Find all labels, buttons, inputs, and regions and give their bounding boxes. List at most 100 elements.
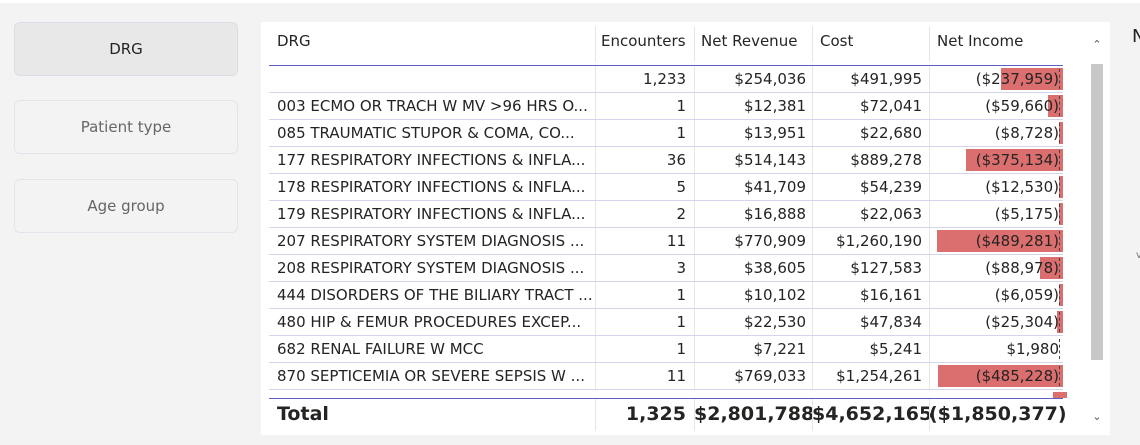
net-income-cell: ($489,281)	[929, 228, 1063, 254]
data-bar-axis	[1059, 204, 1061, 224]
net-income-value: $1,980	[1006, 340, 1060, 358]
table-row[interactable]: 682 RENAL FAILURE W MCC 1 $7,221 $5,241 $1,9…	[269, 336, 1063, 363]
column-divider	[694, 336, 695, 362]
negative-data-bar	[1040, 257, 1063, 279]
negative-data-bar	[937, 230, 1063, 252]
net-income-value: ($375,134)	[975, 151, 1059, 169]
drg-cell: 444 DISORDERS OF THE BILIARY TRACT ...	[277, 286, 592, 304]
table-row[interactable]: 444 DISORDERS OF THE BILIARY TRACT ... 1 $…	[269, 282, 1063, 309]
column-divider	[812, 201, 813, 227]
column-divider	[929, 174, 930, 200]
vertical-scrollbar[interactable]: ⌃ ⌄	[1088, 32, 1106, 427]
table-row[interactable]: 178 RESPIRATORY INFECTIONS & INFLA... 5 $4…	[269, 174, 1063, 201]
net-revenue-cell: $16,888	[743, 205, 806, 223]
table-row[interactable]: 1,233 $254,036 $491,995 ($237,959)	[269, 66, 1063, 93]
total-net-income: ($1,850,377)	[929, 403, 1067, 425]
table-row[interactable]: 085 TRAUMATIC STUPOR & COMA, CO... 1 $13,9…	[269, 120, 1063, 147]
negative-data-bar	[1059, 203, 1063, 225]
column-divider	[595, 120, 596, 146]
net-income-cell: ($59,660)	[929, 93, 1063, 119]
header-divider	[694, 26, 695, 62]
column-divider	[812, 120, 813, 146]
column-divider	[812, 66, 813, 92]
column-divider	[694, 120, 695, 146]
slicer-patient-type[interactable]: Patient type	[14, 100, 238, 154]
table-row[interactable]: 003 ECMO OR TRACH W MV >96 HRS O... 1 $12,…	[269, 93, 1063, 120]
net-income-value: ($485,228)	[975, 367, 1059, 385]
net-income-cell: ($6,059)	[929, 282, 1063, 308]
cost-cell: $16,161	[859, 286, 922, 304]
chevron-up-icon[interactable]: ⌃	[1092, 38, 1102, 51]
clipped-edge-mark: v	[1136, 250, 1140, 261]
header-divider	[812, 26, 813, 62]
column-divider	[694, 228, 695, 254]
column-divider	[812, 174, 813, 200]
table-row[interactable]: 179 RESPIRATORY INFECTIONS & INFLA... 2 $1…	[269, 201, 1063, 228]
data-bar-axis	[1059, 96, 1061, 116]
header-net-income[interactable]: Net Income	[937, 32, 1024, 50]
header-encounters[interactable]: Encounters	[601, 32, 686, 50]
column-divider	[595, 93, 596, 119]
header-drg[interactable]: DRG	[277, 32, 311, 50]
column-divider	[929, 120, 930, 146]
data-bar-axis	[1059, 258, 1061, 278]
column-divider	[929, 228, 930, 254]
top-strip	[0, 0, 1140, 3]
column-divider	[929, 309, 930, 335]
total-divider	[595, 399, 596, 431]
negative-data-bar	[1057, 311, 1063, 333]
cost-cell: $47,834	[859, 313, 922, 331]
table-row[interactable]: 870 SEPTICEMIA OR SEVERE SEPSIS W ... 11 $…	[269, 363, 1063, 390]
net-income-value: ($8,728)	[994, 124, 1059, 142]
column-divider	[812, 282, 813, 308]
table-row[interactable]: 177 RESPIRATORY INFECTIONS & INFLA... 36 $…	[269, 147, 1063, 174]
cost-cell: $1,260,190	[836, 232, 922, 250]
net-income-cell: ($88,978)	[929, 255, 1063, 281]
drg-cell: 208 RESPIRATORY SYSTEM DIAGNOSIS ...	[277, 259, 585, 277]
cost-cell: $54,239	[859, 178, 922, 196]
slicer-age-group[interactable]: Age group	[14, 179, 238, 233]
partial-bar	[1053, 392, 1067, 398]
column-divider	[595, 282, 596, 308]
negative-data-bar	[966, 149, 1063, 171]
clipped-edge-glyph: N	[1132, 26, 1140, 47]
chevron-down-icon[interactable]: ⌄	[1092, 410, 1102, 423]
header-divider	[929, 26, 930, 62]
column-divider	[694, 174, 695, 200]
net-revenue-cell: $10,102	[743, 286, 806, 304]
header-net-revenue[interactable]: Net Revenue	[701, 32, 798, 50]
encounters-cell: 3	[676, 259, 686, 277]
column-divider	[694, 363, 695, 389]
net-income-cell: ($237,959)	[929, 66, 1063, 92]
column-divider	[694, 93, 695, 119]
drg-table: DRG Encounters Net Revenue Cost Net Inco…	[269, 22, 1067, 398]
total-divider	[929, 399, 930, 431]
scrollbar-thumb[interactable]	[1091, 64, 1103, 360]
net-income-cell: ($5,175)	[929, 201, 1063, 227]
table-row[interactable]: 208 RESPIRATORY SYSTEM DIAGNOSIS ... 3 $38…	[269, 255, 1063, 282]
data-bar-axis	[1059, 69, 1061, 89]
header-cost[interactable]: Cost	[820, 32, 854, 50]
column-divider	[812, 147, 813, 173]
column-divider	[812, 363, 813, 389]
drg-cell: 085 TRAUMATIC STUPOR & COMA, CO...	[277, 124, 575, 142]
negative-data-bar	[938, 365, 1063, 387]
net-income-cell: ($12,530)	[929, 174, 1063, 200]
net-income-value: ($88,978)	[985, 259, 1059, 277]
table-row[interactable]: 480 HIP & FEMUR PROCEDURES EXCEP... 1 $22,…	[269, 309, 1063, 336]
column-divider	[595, 228, 596, 254]
cost-cell: $127,583	[850, 259, 922, 277]
negative-data-bar	[1059, 284, 1063, 306]
column-divider	[595, 309, 596, 335]
net-income-value: ($5,175)	[994, 205, 1059, 223]
column-divider	[812, 228, 813, 254]
data-bar-axis	[1059, 150, 1061, 170]
column-divider	[694, 309, 695, 335]
encounters-cell: 2	[676, 205, 686, 223]
drg-cell: 682 RENAL FAILURE W MCC	[277, 340, 484, 358]
encounters-cell: 1	[676, 286, 686, 304]
slicer-drg[interactable]: DRG	[14, 22, 238, 76]
table-row[interactable]: 207 RESPIRATORY SYSTEM DIAGNOSIS ... 11 $7…	[269, 228, 1063, 255]
net-revenue-cell: $254,036	[734, 70, 806, 88]
column-divider	[595, 174, 596, 200]
